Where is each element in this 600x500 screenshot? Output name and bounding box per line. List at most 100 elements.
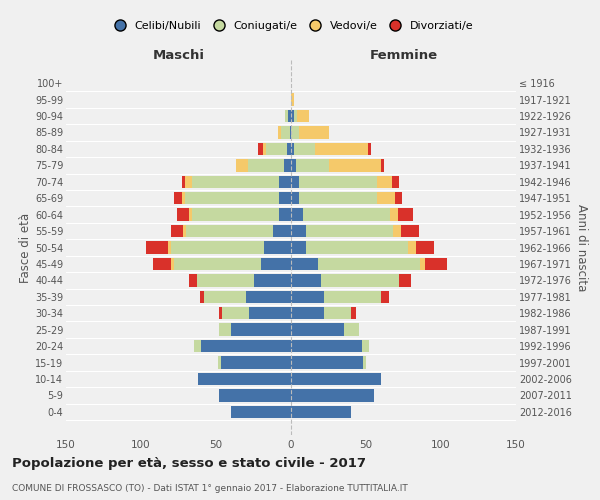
Bar — [299, 192, 377, 204]
Bar — [182, 192, 185, 204]
Bar — [291, 356, 363, 368]
Bar — [291, 208, 303, 221]
Bar — [329, 159, 381, 172]
Bar — [177, 208, 189, 221]
Bar — [291, 290, 324, 303]
Bar — [291, 389, 373, 402]
Bar — [171, 258, 174, 270]
Bar — [186, 225, 273, 237]
Bar — [221, 356, 291, 368]
Bar — [296, 159, 329, 172]
Bar — [381, 290, 389, 303]
Bar — [291, 176, 299, 188]
Bar — [306, 242, 408, 254]
Bar — [201, 340, 291, 352]
Bar — [288, 110, 291, 122]
Bar — [306, 225, 393, 237]
Bar — [183, 225, 186, 237]
Bar — [291, 159, 296, 172]
Bar — [219, 389, 291, 402]
Bar — [174, 258, 261, 270]
Bar — [291, 143, 294, 155]
Bar — [197, 274, 254, 286]
Text: COMUNE DI FROSSASCO (TO) - Dati ISTAT 1° gennaio 2017 - Elaborazione TUTTITALIA.: COMUNE DI FROSSASCO (TO) - Dati ISTAT 1°… — [12, 484, 408, 493]
Bar — [324, 290, 381, 303]
Bar — [235, 159, 248, 172]
Bar — [315, 143, 367, 155]
Bar — [153, 258, 171, 270]
Bar — [351, 307, 355, 320]
Bar — [381, 159, 384, 172]
Bar — [185, 192, 279, 204]
Bar — [265, 143, 287, 155]
Bar — [279, 176, 291, 188]
Bar — [294, 110, 297, 122]
Bar — [399, 274, 411, 286]
Text: Maschi: Maschi — [152, 49, 205, 62]
Bar — [367, 143, 371, 155]
Bar — [204, 290, 246, 303]
Bar — [263, 143, 265, 155]
Bar — [192, 176, 279, 188]
Bar — [248, 159, 284, 172]
Bar — [258, 143, 263, 155]
Bar — [146, 242, 168, 254]
Bar — [299, 126, 329, 138]
Bar — [398, 208, 413, 221]
Bar — [281, 126, 290, 138]
Bar — [284, 159, 291, 172]
Bar — [218, 356, 221, 368]
Bar — [171, 225, 183, 237]
Y-axis label: Fasce di età: Fasce di età — [19, 212, 32, 282]
Bar — [249, 307, 291, 320]
Bar — [219, 307, 222, 320]
Bar — [189, 208, 192, 221]
Bar — [343, 324, 359, 336]
Bar — [174, 192, 182, 204]
Bar — [264, 242, 291, 254]
Bar — [303, 208, 390, 221]
Bar — [401, 225, 419, 237]
Bar — [291, 274, 321, 286]
Bar — [425, 258, 447, 270]
Text: Femmine: Femmine — [370, 49, 437, 62]
Bar — [279, 208, 291, 221]
Bar — [297, 110, 309, 122]
Bar — [287, 143, 291, 155]
Bar — [393, 225, 401, 237]
Bar — [222, 307, 249, 320]
Bar — [273, 225, 291, 237]
Bar — [279, 192, 291, 204]
Text: Popolazione per età, sesso e stato civile - 2017: Popolazione per età, sesso e stato civil… — [12, 458, 366, 470]
Bar — [392, 176, 399, 188]
Bar — [277, 126, 281, 138]
Bar — [192, 208, 279, 221]
Bar — [299, 176, 377, 188]
Bar — [290, 126, 291, 138]
Bar — [231, 406, 291, 418]
Bar — [321, 274, 399, 286]
Bar — [291, 192, 299, 204]
Bar — [377, 192, 395, 204]
Bar — [420, 258, 425, 270]
Bar — [291, 406, 351, 418]
Bar — [291, 324, 343, 336]
Bar — [361, 340, 369, 352]
Bar — [390, 208, 398, 221]
Bar — [291, 94, 294, 106]
Bar — [395, 192, 402, 204]
Bar — [291, 340, 361, 352]
Bar — [182, 176, 185, 188]
Bar — [324, 307, 351, 320]
Bar — [291, 126, 299, 138]
Bar — [291, 242, 306, 254]
Bar — [199, 290, 204, 303]
Bar — [261, 258, 291, 270]
Bar — [231, 324, 291, 336]
Bar — [291, 225, 306, 237]
Bar — [291, 373, 381, 385]
Legend: Celibi/Nubili, Coniugati/e, Vedovi/e, Divorziati/e: Celibi/Nubili, Coniugati/e, Vedovi/e, Di… — [104, 17, 478, 36]
Bar — [318, 258, 420, 270]
Bar — [291, 110, 294, 122]
Bar — [246, 290, 291, 303]
